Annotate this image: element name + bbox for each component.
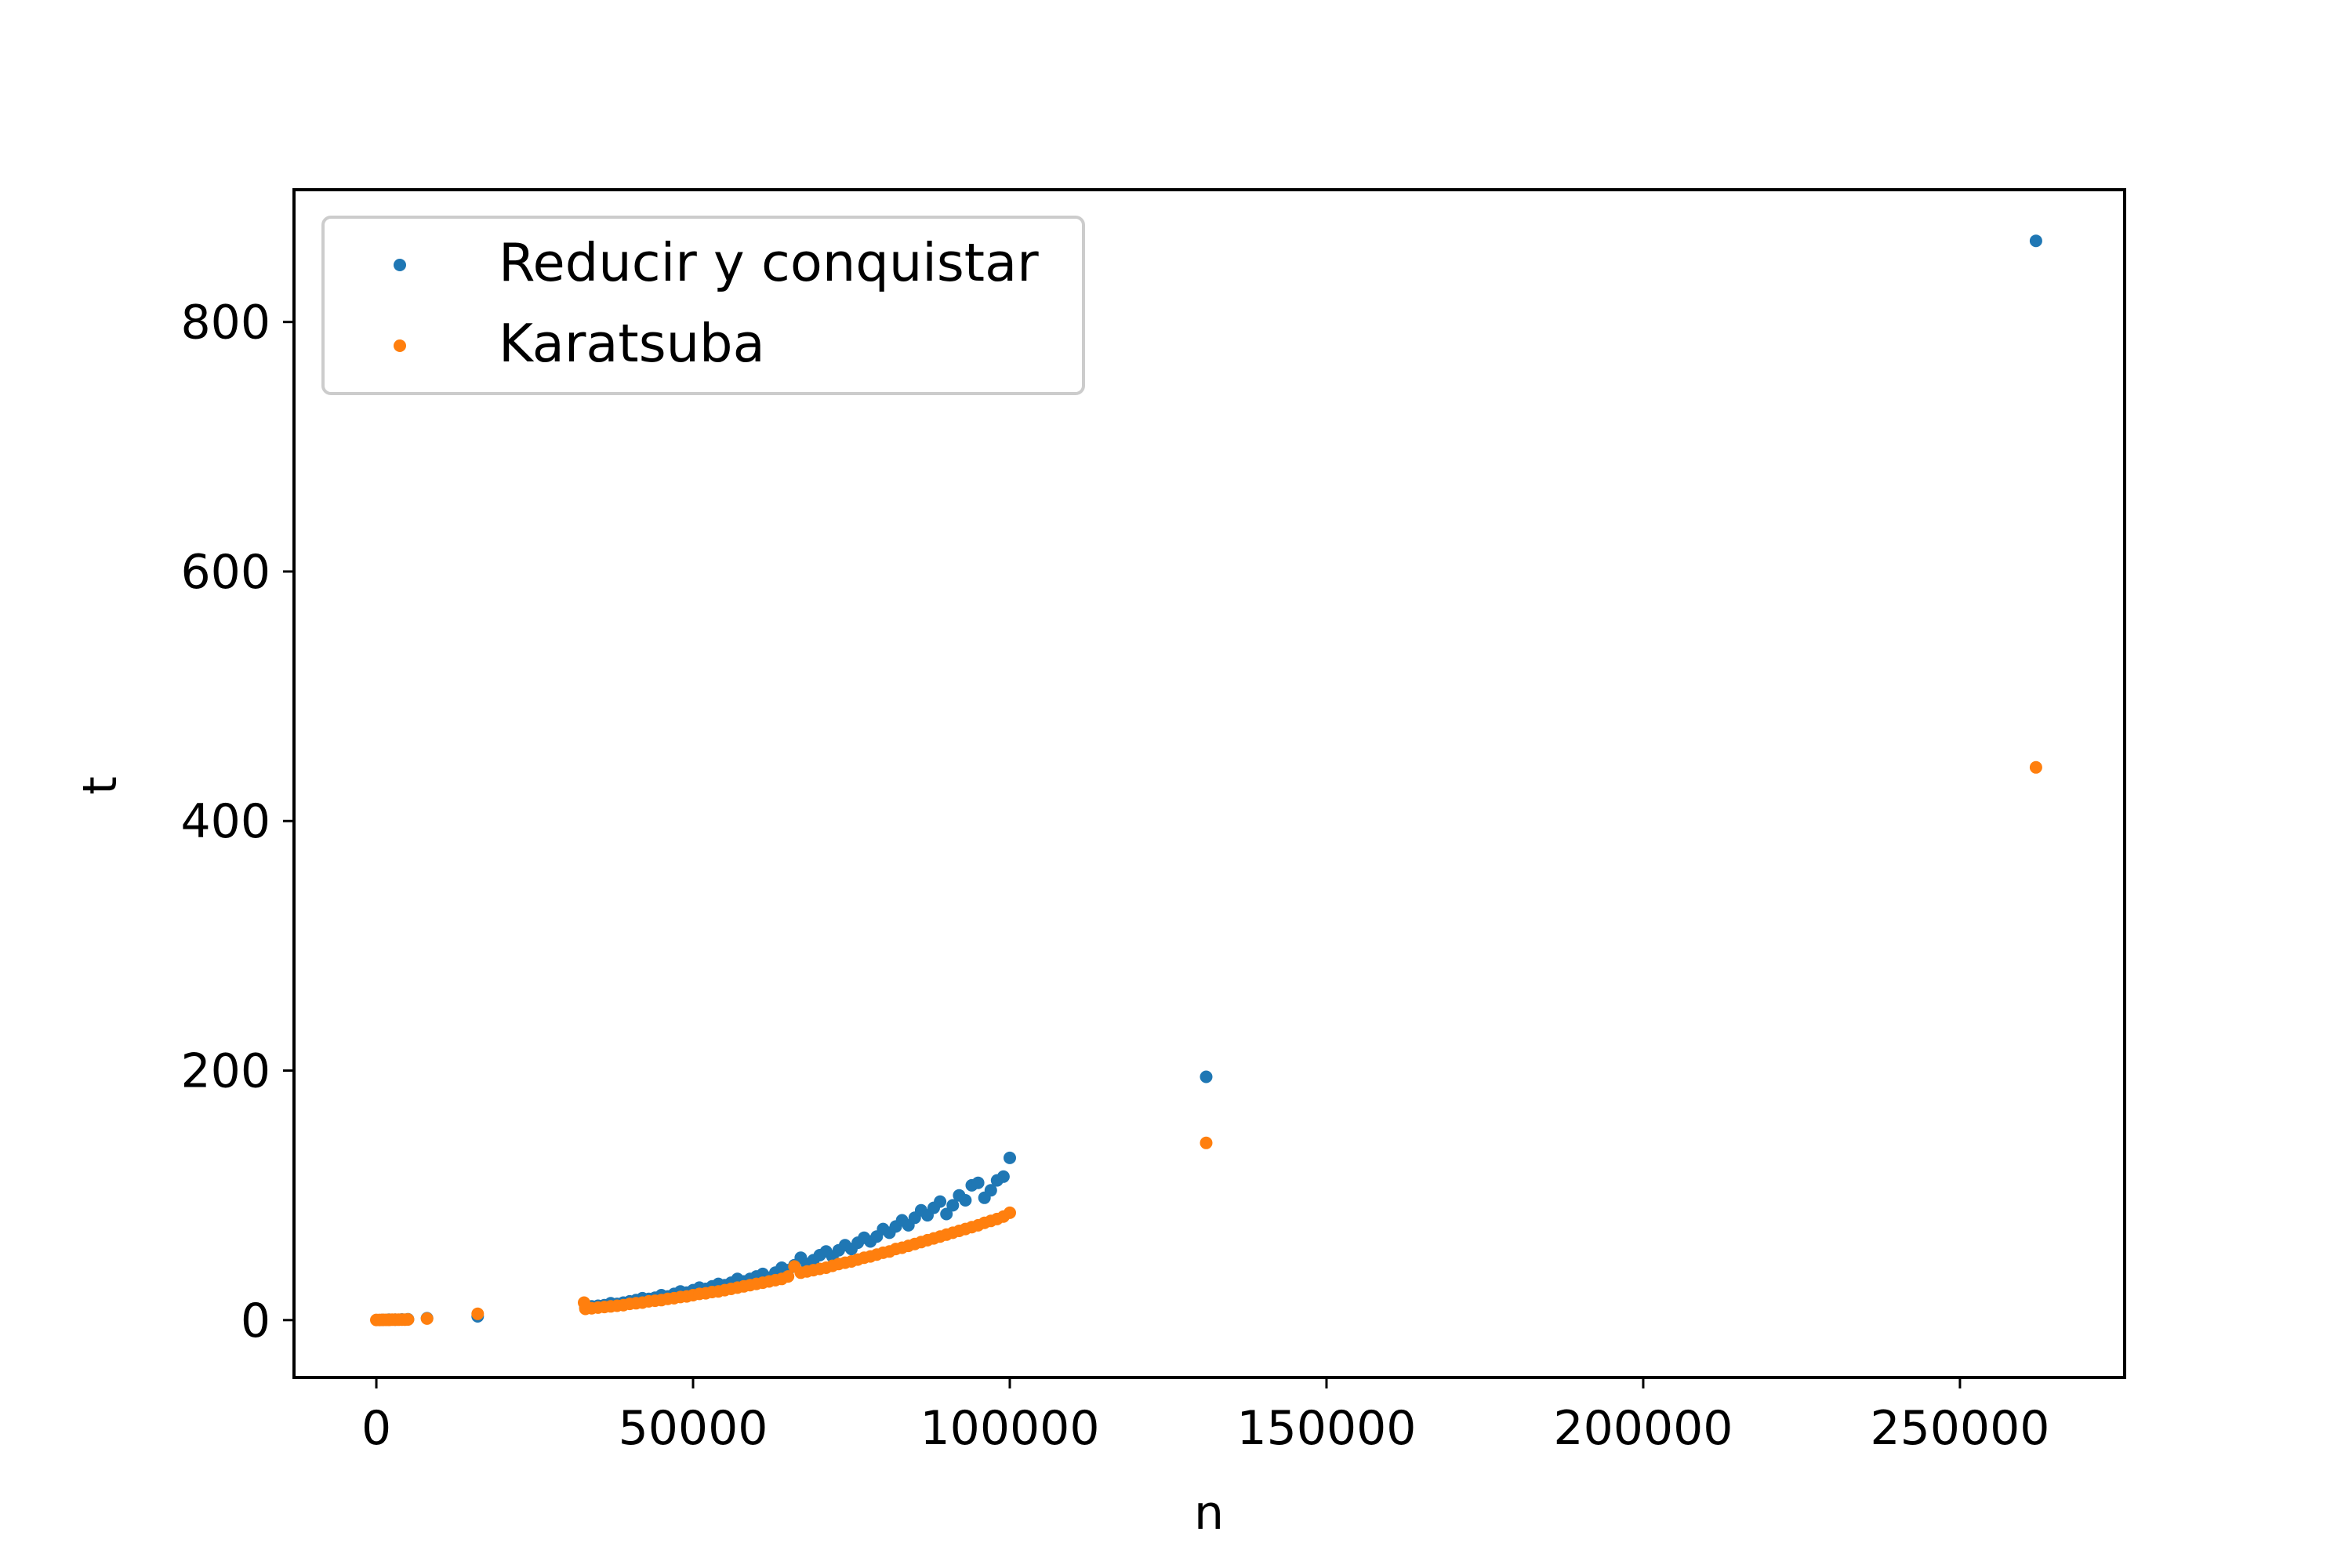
data-point	[940, 1207, 953, 1221]
data-point	[2029, 760, 2042, 774]
x-axis-ticks: 0 50000 100000 150000 200000 250000	[361, 1377, 2049, 1456]
legend-marker-reducir-y-conquistar	[394, 259, 406, 271]
legend-label-karatsuba: Karatsuba	[499, 313, 765, 374]
data-point	[984, 1184, 997, 1197]
legend-box	[321, 216, 1085, 395]
series-karatsuba	[370, 760, 2042, 1327]
data-point	[420, 1312, 434, 1325]
y-tick-label: 600	[180, 545, 270, 600]
legend: Reducir y conquistar Karatsuba	[321, 216, 1085, 395]
data-point	[401, 1313, 415, 1326]
data-point	[1200, 1136, 1213, 1149]
x-tick-label: 150000	[1236, 1401, 1416, 1456]
y-axis-label: t	[73, 776, 128, 795]
x-tick-label: 250000	[1870, 1401, 2049, 1456]
x-tick-label: 100000	[920, 1401, 1099, 1456]
data-points	[370, 234, 2042, 1327]
y-tick-label: 800	[180, 296, 270, 350]
x-axis-label: n	[1194, 1486, 1224, 1541]
legend-label-reducir-y-conquistar: Reducir y conquistar	[499, 232, 1039, 293]
y-axis-ticks: 0 200 400 600 800	[180, 296, 294, 1348]
data-point	[1004, 1151, 1016, 1164]
data-point	[471, 1307, 485, 1320]
y-tick-label: 400	[180, 794, 270, 849]
data-point	[782, 1270, 795, 1283]
y-tick-label: 0	[241, 1294, 270, 1348]
x-tick-label: 200000	[1553, 1401, 1733, 1456]
data-point	[959, 1194, 972, 1207]
data-point	[1004, 1206, 1016, 1219]
x-tick-label: 50000	[619, 1401, 768, 1456]
data-point	[971, 1176, 985, 1189]
data-point	[946, 1199, 960, 1212]
y-tick-label: 200	[180, 1044, 270, 1099]
data-point	[996, 1170, 1010, 1183]
data-point	[2029, 234, 2042, 248]
plot-frame	[292, 188, 2126, 1379]
legend-marker-karatsuba	[394, 339, 406, 352]
data-point	[934, 1195, 947, 1208]
x-tick-label: 0	[361, 1401, 391, 1456]
data-point	[1200, 1070, 1213, 1083]
